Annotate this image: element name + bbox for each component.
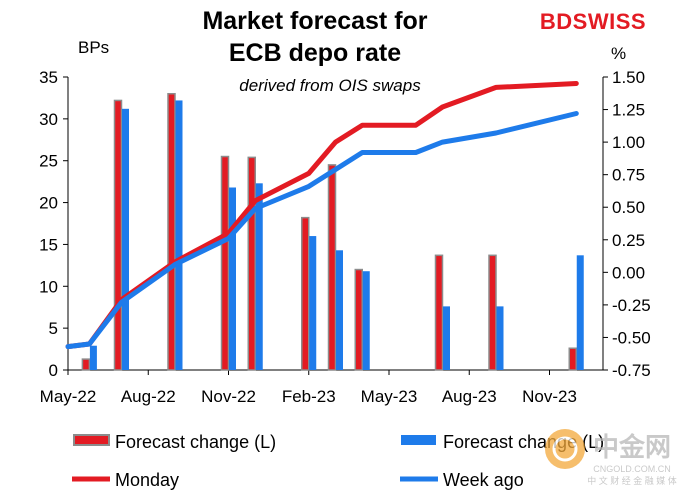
bar-forecast-change-blue — [336, 250, 343, 370]
left-tick-label: 25 — [39, 152, 58, 171]
right-tick-label: -0.25 — [612, 296, 651, 315]
brand-name: BDSWISS — [540, 9, 646, 34]
left-tick-label: 15 — [39, 235, 58, 254]
watermark-chinese: 中金网 — [593, 432, 671, 462]
chart-subtitle: derived from OIS swaps — [239, 76, 421, 95]
right-tick-label: 1.00 — [612, 133, 645, 152]
x-tick-label: Feb-23 — [282, 387, 336, 406]
right-axis-ticks: -0.75 -0.50 -0.25 0.00 0.25 0.50 0.75 1.00 1.25 1… — [603, 68, 651, 380]
right-axis-unit: % — [611, 44, 626, 63]
x-tick-label: May-23 — [361, 387, 418, 406]
brand-logo: BDSWISS — [540, 9, 646, 34]
bar-forecast-change-red — [354, 268, 363, 371]
right-tick-label: -0.75 — [612, 361, 651, 380]
left-tick-label: 30 — [39, 110, 58, 129]
x-tick-label: Aug-23 — [442, 387, 497, 406]
chart-title-line2: ECB depo rate — [229, 39, 401, 67]
x-tick-label: May-22 — [40, 387, 97, 406]
bar-forecast-change-red — [113, 99, 123, 371]
bar-forecast-change-red — [167, 92, 176, 371]
legend-label-forecast-change-red: Forecast change (L) — [115, 432, 276, 452]
bar-forecast-change-red — [488, 254, 497, 371]
right-tick-label: 1.50 — [612, 68, 645, 87]
legend-swatch-forecast-change-blue — [401, 435, 436, 445]
legend-swatch-forecast-change-red — [73, 434, 110, 446]
forecast-change-bars — [81, 92, 584, 371]
rate-lines — [65, 81, 579, 350]
left-tick-label: 10 — [39, 277, 58, 296]
legend-label-monday: Monday — [115, 470, 179, 490]
bar-forecast-change-blue — [122, 108, 129, 370]
legend: Forecast change (L) Forecast change (L) … — [72, 432, 604, 490]
bar-forecast-change-red — [81, 358, 91, 371]
legend-label-week-ago: Week ago — [443, 470, 524, 490]
x-tick-label: Aug-22 — [121, 387, 176, 406]
left-axis-ticks: 0 5 10 15 20 25 30 35 — [39, 68, 68, 380]
x-tick-label: Nov-23 — [522, 387, 577, 406]
bar-forecast-change-blue — [309, 236, 317, 370]
chart-title-line1: Market forecast for — [202, 7, 427, 35]
bar-forecast-change-red — [568, 347, 577, 371]
bar-forecast-change-red — [301, 216, 310, 371]
bar-forecast-change-blue — [229, 187, 236, 370]
bar-forecast-change-blue — [576, 255, 584, 370]
right-tick-label: -0.50 — [612, 328, 651, 347]
bar-forecast-change-blue — [175, 100, 183, 370]
watermark-coin-ring-icon — [552, 436, 578, 462]
bar-forecast-change-red — [434, 254, 444, 371]
right-tick-label: 0.25 — [612, 231, 645, 250]
bar-forecast-change-red — [220, 155, 230, 371]
right-tick-label: 1.25 — [612, 101, 645, 120]
x-axis-ticks: May-22 Aug-22 Nov-22 Feb-23 May-23 Aug-23 Nov-… — [40, 370, 577, 406]
bar-forecast-change-blue — [496, 306, 504, 370]
watermark: 中金网 CNGOLD.COM.CN 中 文 财 经 金 融 媒 体 — [545, 429, 677, 486]
bar-forecast-change-blue — [362, 271, 370, 370]
bar-forecast-change-blue — [443, 306, 450, 370]
left-tick-label: 20 — [39, 194, 58, 213]
bar-forecast-change-blue — [255, 183, 263, 370]
left-tick-label: 5 — [49, 319, 58, 338]
left-tick-label: 0 — [49, 361, 58, 380]
left-tick-label: 35 — [39, 68, 58, 87]
right-tick-label: 0.50 — [612, 198, 645, 217]
bar-forecast-change-blue — [89, 345, 97, 370]
right-tick-label: 0.75 — [612, 166, 645, 185]
watermark-coin-icon — [545, 429, 585, 469]
right-tick-label: 0.00 — [612, 263, 645, 282]
bar-forecast-change-red — [327, 164, 337, 371]
left-axis-unit: BPs — [78, 38, 109, 57]
x-tick-label: Nov-22 — [201, 387, 256, 406]
bar-forecast-change-red — [247, 156, 256, 371]
watermark-tagline: 中 文 财 经 金 融 媒 体 — [587, 475, 677, 486]
line-week-ago — [65, 111, 579, 350]
watermark-site: CNGOLD.COM.CN — [593, 464, 671, 474]
